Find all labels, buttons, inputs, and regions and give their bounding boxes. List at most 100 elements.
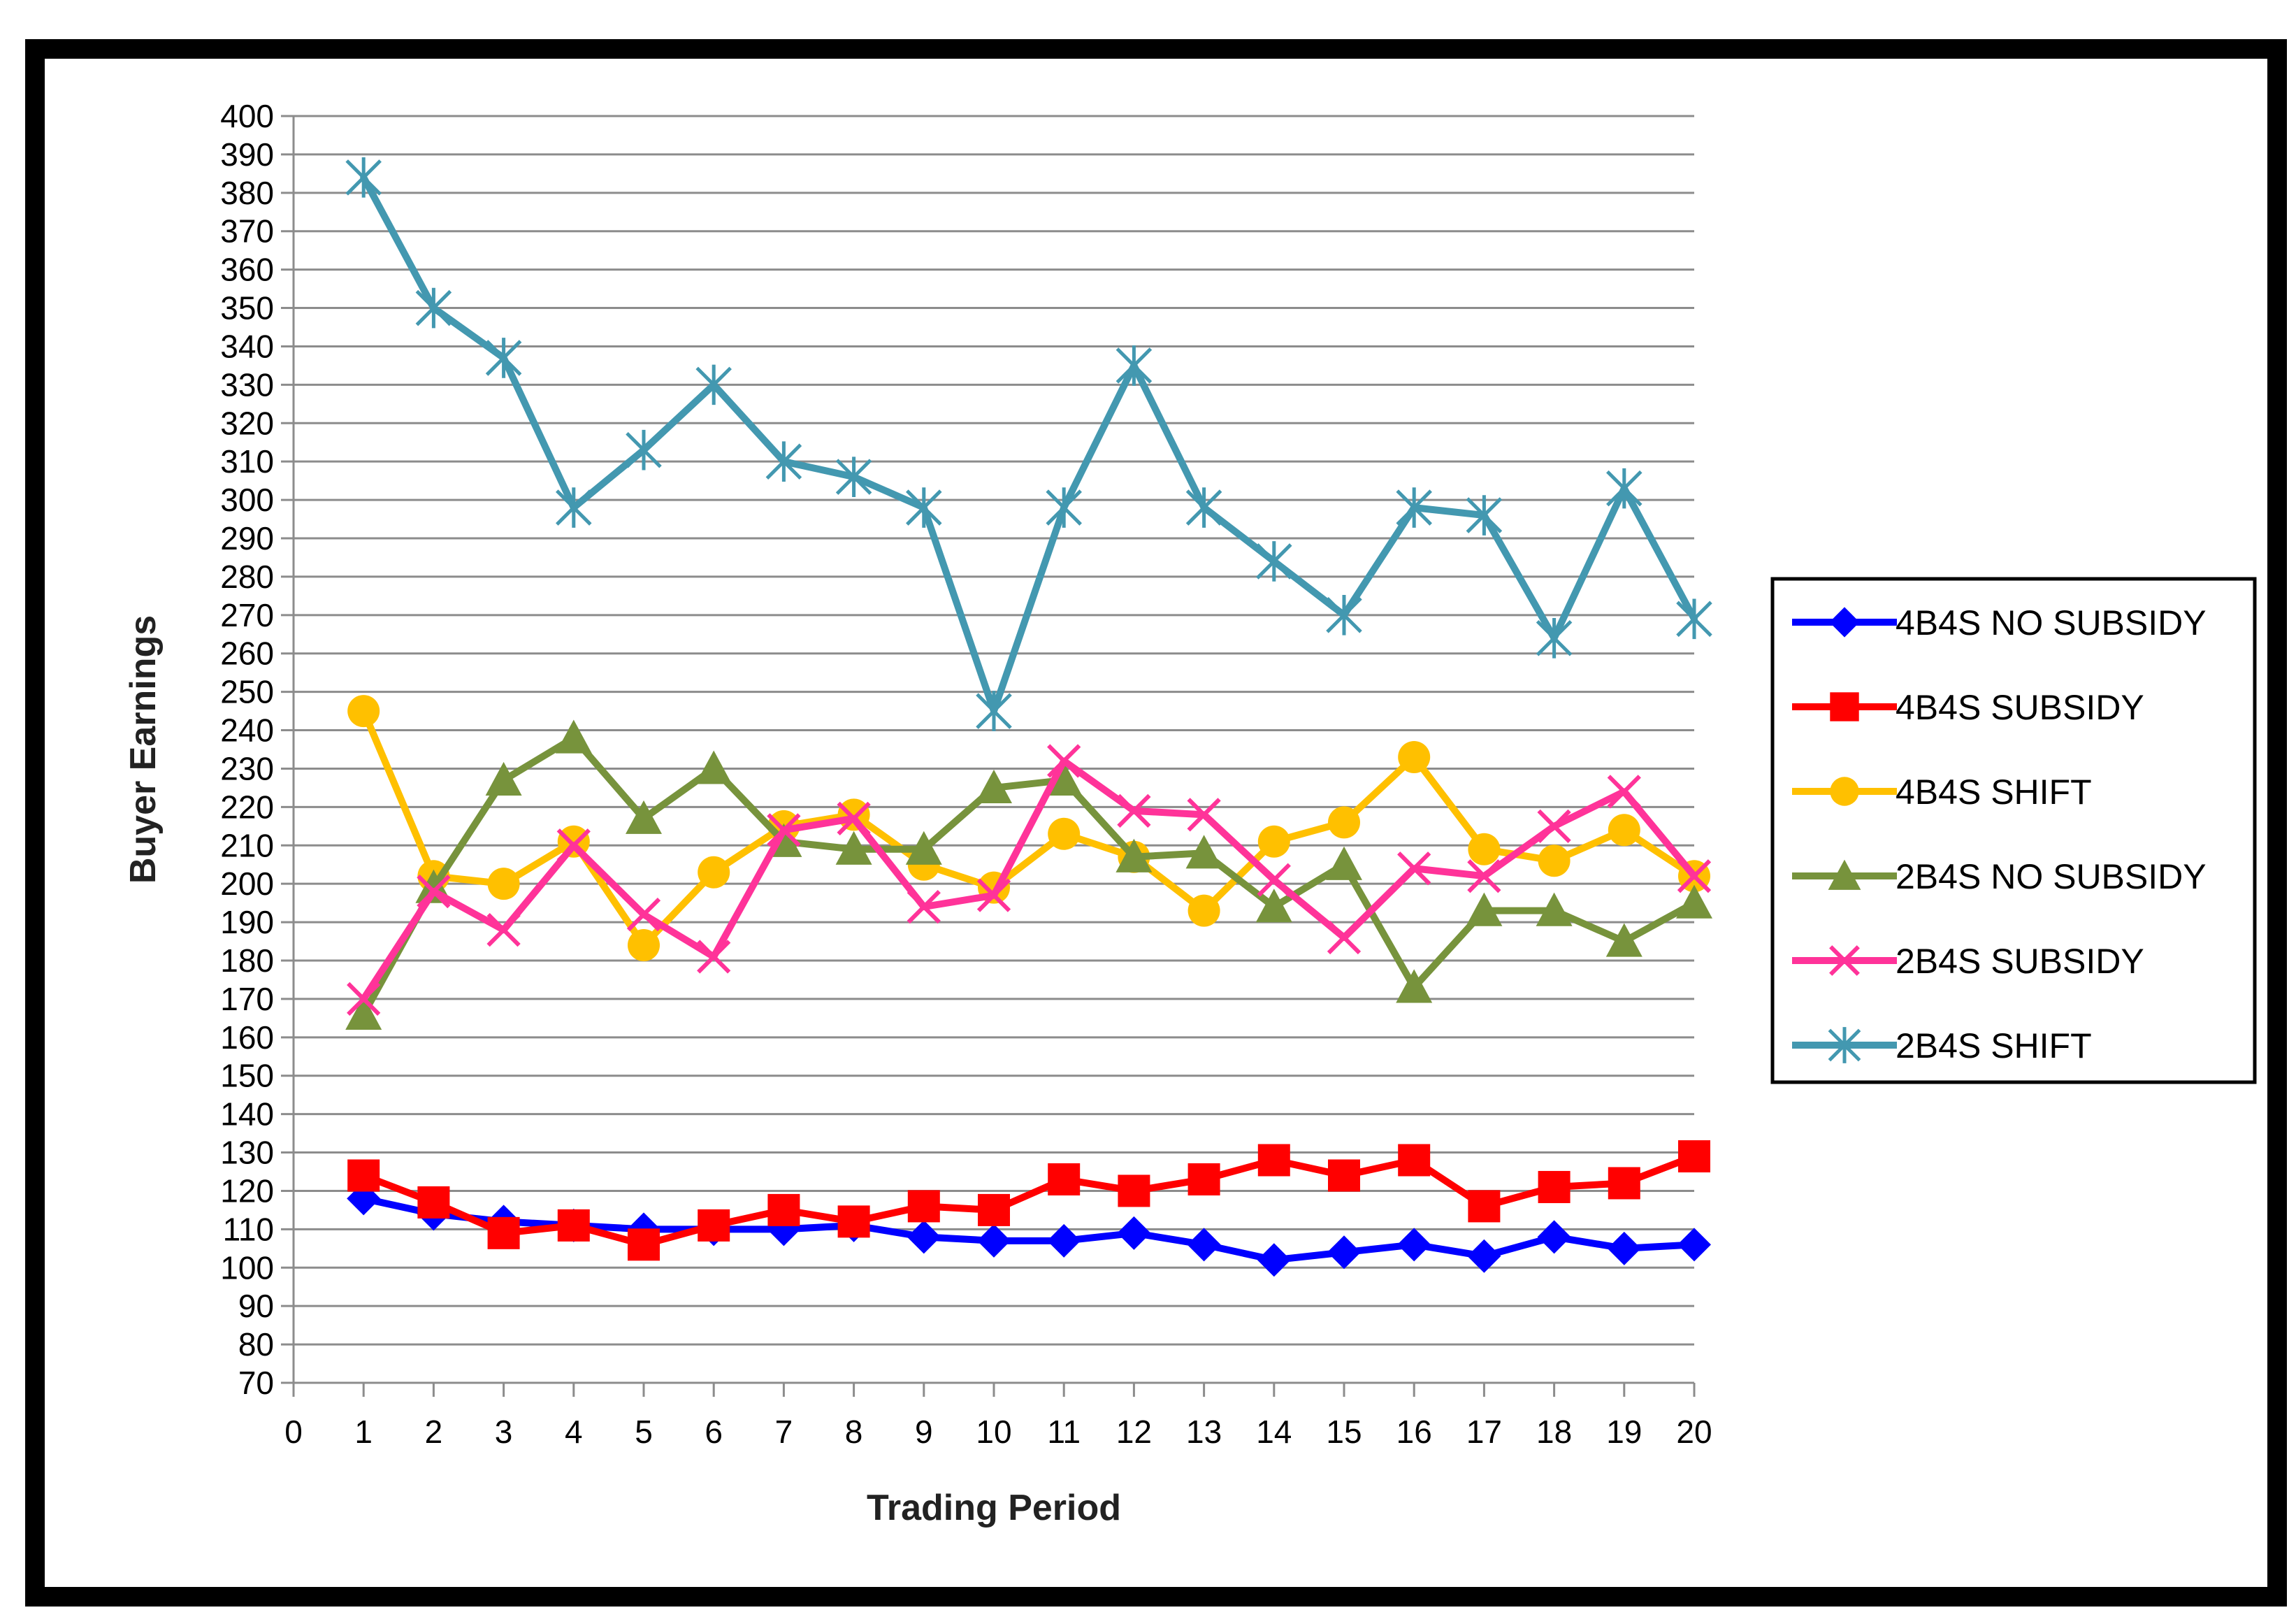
legend-entry-4b4s-shift: 4B4S SHIFT <box>1792 772 2092 812</box>
data-point-2b4s-shift-11 <box>1046 487 1082 528</box>
x-axis-title: Trading Period <box>867 1488 1121 1528</box>
y-tick-label: 180 <box>220 942 274 979</box>
data-point-4b4s-subsidy-6 <box>698 1209 730 1242</box>
x-tick-label: 1 <box>354 1414 373 1450</box>
legend: 4B4S NO SUBSIDY 4B4S SUBSIDY 4B4S SHIFT 2B4… <box>1770 577 2257 1084</box>
data-point-2b4s-subsidy-1 <box>347 982 381 1016</box>
data-point-2b4s-subsidy-18 <box>1537 809 1571 843</box>
legend-entry-4b4s-subsidy: 4B4S SUBSIDY <box>1792 688 2144 727</box>
data-point-4b4s-no-subsidy-17 <box>1467 1239 1501 1273</box>
x-tick-label: 4 <box>565 1414 583 1450</box>
legend-label: 2B4S SUBSIDY <box>1896 942 2144 981</box>
data-point-2b4s-no-subsidy-9 <box>905 831 942 865</box>
legend-label: 2B4S SHIFT <box>1896 1026 2092 1065</box>
data-point-2b4s-no-subsidy-10 <box>976 769 1012 804</box>
x-tick-label: 14 <box>1256 1414 1292 1450</box>
x-tick-label: 7 <box>775 1414 793 1450</box>
data-point-4b4s-shift-16 <box>1398 740 1431 773</box>
legend-marker <box>1829 607 1860 638</box>
data-point-2b4s-shift-14 <box>1256 541 1292 582</box>
data-point-4b4s-no-subsidy-10 <box>977 1223 1011 1258</box>
x-tick-label: 2 <box>425 1414 443 1450</box>
data-point-2b4s-subsidy-19 <box>1607 775 1641 809</box>
data-point-2b4s-shift-20 <box>1676 598 1712 640</box>
series-line-2b4s-subsidy <box>360 757 1698 1002</box>
y-tick-label: 160 <box>220 1019 274 1056</box>
series-4b4s-no-subsidy <box>347 1181 1711 1277</box>
data-point-4b4s-no-subsidy-15 <box>1327 1235 1361 1270</box>
data-point-4b4s-subsidy-3 <box>487 1216 520 1249</box>
data-point-2b4s-subsidy-7 <box>767 813 801 847</box>
legend-marker <box>1828 859 1861 890</box>
x-tick-label: 19 <box>1606 1414 1642 1450</box>
data-point-2b4s-no-subsidy-6 <box>695 750 732 784</box>
y-tick-label: 200 <box>220 865 274 902</box>
x-tick-label: 0 <box>284 1414 303 1450</box>
legend-marker <box>1830 777 1859 806</box>
data-point-4b4s-subsidy-8 <box>837 1205 870 1238</box>
y-tick-label: 350 <box>220 290 274 326</box>
data-point-2b4s-subsidy-3 <box>486 912 521 947</box>
data-point-4b4s-shift-13 <box>1187 894 1220 927</box>
y-tick-label: 150 <box>220 1058 274 1094</box>
y-tick-label: 270 <box>220 597 274 633</box>
data-point-2b4s-subsidy-6 <box>697 940 731 974</box>
y-tick-label: 140 <box>220 1096 274 1133</box>
legend-marker <box>1830 692 1859 721</box>
data-point-2b4s-no-subsidy-18 <box>1536 892 1573 926</box>
y-tick-label: 230 <box>220 750 274 786</box>
data-point-4b4s-shift-11 <box>1048 817 1081 850</box>
legend-entry-2b4s-shift: 2B4S SHIFT <box>1792 1026 2092 1065</box>
legend-entry-4b4s-no-subsidy: 4B4S NO SUBSIDY <box>1792 603 2207 642</box>
data-point-4b4s-shift-18 <box>1538 845 1571 877</box>
data-point-4b4s-subsidy-20 <box>1678 1140 1710 1173</box>
data-point-4b4s-subsidy-11 <box>1048 1163 1081 1195</box>
data-point-4b4s-shift-19 <box>1608 814 1640 847</box>
y-tick-label: 210 <box>220 827 274 863</box>
y-axis-title: Buyer Earnings <box>123 615 164 884</box>
data-point-4b4s-subsidy-12 <box>1118 1174 1150 1207</box>
data-point-2b4s-no-subsidy-19 <box>1605 923 1642 957</box>
legend-entry-2b4s-subsidy: 2B4S SUBSIDY <box>1792 942 2144 981</box>
data-point-2b4s-subsidy-14 <box>1257 863 1291 897</box>
data-point-4b4s-subsidy-17 <box>1468 1190 1501 1223</box>
data-point-2b4s-shift-12 <box>1115 345 1153 386</box>
data-point-4b4s-subsidy-1 <box>347 1159 380 1192</box>
data-point-2b4s-subsidy-12 <box>1117 793 1151 828</box>
data-point-2b4s-shift-10 <box>976 691 1012 731</box>
x-tick-label: 20 <box>1676 1414 1712 1450</box>
data-point-2b4s-shift-8 <box>835 457 872 497</box>
y-tick-label: 220 <box>220 789 274 825</box>
legend-label: 4B4S SHIFT <box>1896 772 2092 812</box>
data-point-2b4s-subsidy-4 <box>556 828 591 863</box>
series-line-2b4s-shift <box>360 173 1698 715</box>
y-tick-label: 240 <box>220 712 274 749</box>
data-point-4b4s-shift-14 <box>1257 825 1290 858</box>
data-point-4b4s-subsidy-5 <box>628 1228 660 1261</box>
data-point-4b4s-subsidy-7 <box>767 1193 800 1226</box>
data-point-4b4s-shift-5 <box>628 929 660 962</box>
data-point-4b4s-no-subsidy-14 <box>1257 1243 1291 1277</box>
data-point-2b4s-no-subsidy-3 <box>485 761 522 796</box>
x-tick-label: 18 <box>1536 1414 1572 1450</box>
legend-label: 2B4S NO SUBSIDY <box>1896 857 2207 896</box>
data-point-2b4s-no-subsidy-8 <box>835 831 872 865</box>
data-point-2b4s-no-subsidy-13 <box>1185 835 1222 869</box>
x-tick-label: 5 <box>635 1414 653 1450</box>
data-point-4b4s-subsidy-19 <box>1608 1167 1640 1200</box>
data-point-2b4s-subsidy-8 <box>837 801 871 835</box>
x-tick-label: 16 <box>1396 1414 1432 1450</box>
data-point-2b4s-subsidy-11 <box>1047 744 1081 778</box>
x-tick-label: 17 <box>1466 1414 1502 1450</box>
data-point-2b4s-shift-17 <box>1466 495 1503 536</box>
data-point-2b4s-subsidy-17 <box>1467 859 1501 893</box>
data-point-2b4s-no-subsidy-14 <box>1255 889 1292 923</box>
legend-label: 4B4S SUBSIDY <box>1896 688 2144 727</box>
x-tick-label: 3 <box>495 1414 513 1450</box>
data-point-2b4s-shift-19 <box>1606 468 1642 509</box>
data-point-4b4s-subsidy-14 <box>1257 1144 1290 1177</box>
data-point-2b4s-no-subsidy-20 <box>1676 884 1712 919</box>
data-point-4b4s-subsidy-2 <box>417 1186 450 1219</box>
data-point-2b4s-no-subsidy-5 <box>626 800 662 834</box>
data-point-2b4s-shift-2 <box>415 287 452 329</box>
